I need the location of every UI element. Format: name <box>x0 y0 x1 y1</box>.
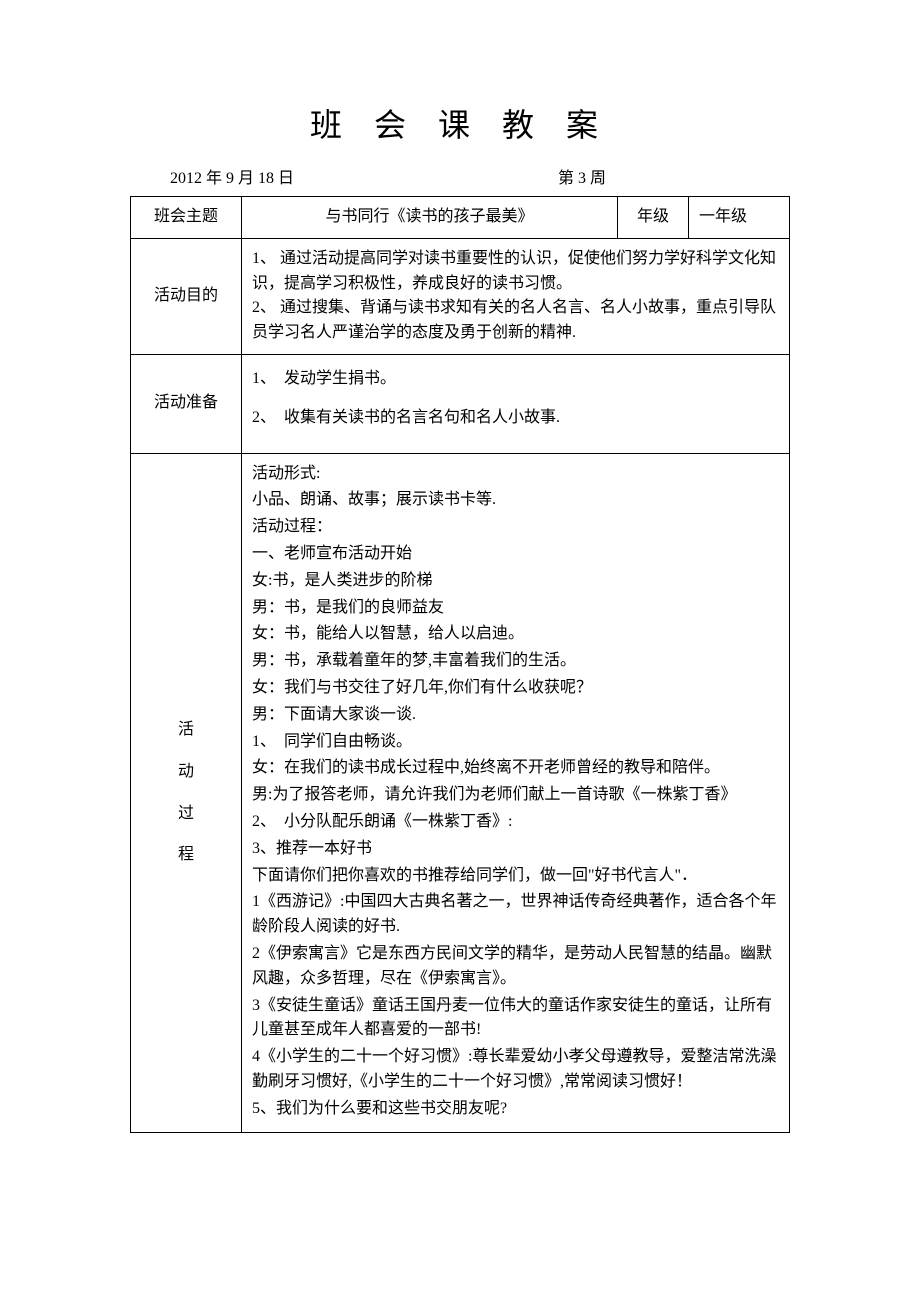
label-grade: 年级 <box>618 197 689 239</box>
prep-line-1: 1、 发动学生捐书。 <box>252 367 779 392</box>
process-line: 女：书，能给人以智慧，给人以启迪。 <box>252 622 779 647</box>
lesson-plan-table: 班会主题 与书同行《读书的孩子最美》 年级 一年级 活动目的 1、 通过活动提高… <box>130 196 790 1133</box>
process-line: 1《西游记》:中国四大古典名著之一，世界神话传奇经典著作，适合各个年龄阶段人阅读… <box>252 890 779 940</box>
process-line: 小品、朗诵、故事；展示读书卡等. <box>252 488 779 513</box>
process-line: 男：下面请大家谈一谈. <box>252 703 779 728</box>
process-char-3: 过 <box>141 793 231 835</box>
process-line: 2、 小分队配乐朗诵《一株紫丁香》: <box>252 810 779 835</box>
meta-week: 第 3 周 <box>558 164 606 188</box>
value-purpose: 1、 通过活动提高同学对读书重要性的认识，促使他们努力学好科学文化知识，提高学习… <box>242 238 790 354</box>
prep-line-2: 2、 收集有关读书的名言名句和名人小故事. <box>252 406 779 431</box>
row-process: 活 动 过 程 活动形式: 小品、朗诵、故事；展示读书卡等. 活动过程： 一、老… <box>131 453 790 1132</box>
process-char-1: 活 <box>141 709 231 751</box>
process-char-2: 动 <box>141 751 231 793</box>
lesson-plan-page: 班 会 课 教 案 2012 年 9 月 18 日 第 3 周 班会主题 与书同… <box>0 0 920 1183</box>
process-line: 2《伊索寓言》它是东西方民间文学的精华，是劳动人民智慧的结晶。幽默风趣，众多哲理… <box>252 942 779 992</box>
process-line: 男:为了报答老师，请允许我们为老师们献上一首诗歌《一株紫丁香》 <box>252 783 779 808</box>
process-char-4: 程 <box>141 834 231 876</box>
process-line: 下面请你们把你喜欢的书推荐给同学们，做一回"好书代言人"． <box>252 864 779 889</box>
meta-line: 2012 年 9 月 18 日 第 3 周 <box>130 164 790 188</box>
purpose-line-2: 2、 通过搜集、背诵与读书求知有关的名人名言、名人小故事，重点引导队员学习名人严… <box>252 299 776 341</box>
process-line: 女：在我们的读书成长过程中,始终离不开老师曾经的教导和陪伴。 <box>252 756 779 781</box>
label-prep: 活动准备 <box>131 354 242 453</box>
process-line: 一、老师宣布活动开始 <box>252 542 779 567</box>
row-prep: 活动准备 1、 发动学生捐书。 2、 收集有关读书的名言名句和名人小故事. <box>131 354 790 453</box>
process-line: 3《安徒生童话》童话王国丹麦一位伟大的童话作家安徒生的童话，让所有儿童甚至成年人… <box>252 994 779 1044</box>
process-line: 1、 同学们自由畅谈。 <box>252 730 779 755</box>
process-line: 活动过程： <box>252 515 779 540</box>
row-purpose: 活动目的 1、 通过活动提高同学对读书重要性的认识，促使他们努力学好科学文化知识… <box>131 238 790 354</box>
process-line: 女:书，是人类进步的阶梯 <box>252 569 779 594</box>
row-theme: 班会主题 与书同行《读书的孩子最美》 年级 一年级 <box>131 197 790 239</box>
process-line: 男：书，是我们的良师益友 <box>252 596 779 621</box>
value-theme: 与书同行《读书的孩子最美》 <box>242 197 618 239</box>
label-theme: 班会主题 <box>131 197 242 239</box>
process-line: 4《小学生的二十一个好习惯》:尊长辈爱幼小孝父母遵教导，爱整洁常洗澡勤刷牙习惯好… <box>252 1045 779 1095</box>
label-process: 活 动 过 程 <box>131 453 242 1132</box>
process-line: 男：书，承载着童年的梦,丰富着我们的生活。 <box>252 649 779 674</box>
process-line: 活动形式: <box>252 462 779 487</box>
page-title: 班 会 课 教 案 <box>130 100 790 146</box>
value-process: 活动形式: 小品、朗诵、故事；展示读书卡等. 活动过程： 一、老师宣布活动开始 … <box>242 453 790 1132</box>
process-line: 3、推荐一本好书 <box>252 837 779 862</box>
value-prep: 1、 发动学生捐书。 2、 收集有关读书的名言名句和名人小故事. <box>242 354 790 453</box>
meta-date: 2012 年 9 月 18 日 <box>170 164 294 188</box>
process-line: 5、我们为什么要和这些书交朋友呢? <box>252 1097 779 1122</box>
purpose-line-1: 1、 通过活动提高同学对读书重要性的认识，促使他们努力学好科学文化知识，提高学习… <box>252 250 776 292</box>
process-line: 女：我们与书交往了好几年,你们有什么收获呢？ <box>252 676 779 701</box>
label-purpose: 活动目的 <box>131 238 242 354</box>
value-grade: 一年级 <box>689 197 790 239</box>
